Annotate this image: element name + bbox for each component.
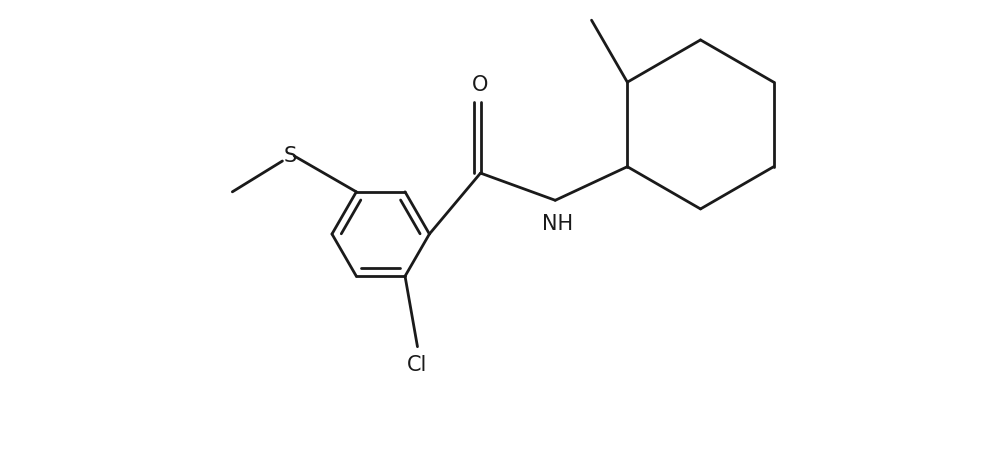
Text: NH: NH xyxy=(542,214,573,234)
Text: Cl: Cl xyxy=(408,355,427,374)
Text: O: O xyxy=(472,74,489,94)
Text: S: S xyxy=(283,146,297,166)
